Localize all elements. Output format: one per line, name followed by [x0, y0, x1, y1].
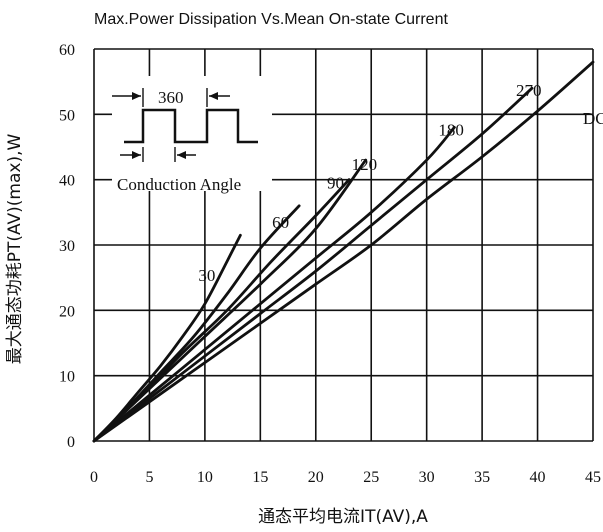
curve-labels: 30 60 90 120 180 270 DC: [198, 81, 603, 285]
series-label-90: 90: [327, 174, 344, 193]
inset-background: [112, 76, 272, 191]
y-tick-label: 0: [67, 434, 75, 451]
x-axis-ticks: 0 5 10 15 20 25 30 35 40 45: [90, 469, 601, 486]
y-tick-label: 20: [59, 303, 75, 320]
y-tick-label: 30: [59, 238, 75, 255]
waveform-icon: [124, 108, 258, 144]
series-line-180: [92, 126, 456, 443]
x-tick-label: 35: [474, 469, 490, 486]
x-tick-label: 40: [530, 469, 546, 486]
x-tick-label: 0: [90, 469, 98, 486]
series-label-dc: DC: [583, 109, 603, 128]
series-line-270: [92, 86, 534, 443]
arrowhead-icon: [132, 92, 141, 100]
series-label-60: 60: [272, 213, 289, 232]
curves: [92, 60, 595, 443]
conduction-angle-inset: 360 Conduction Angle: [112, 76, 272, 194]
series-label-30: 30: [198, 266, 215, 285]
y-axis-ticks: 0 10 20 30 40 50 60: [59, 42, 75, 451]
x-tick-label: 30: [419, 469, 435, 486]
y-axis-label: 最大通态功耗PT(AV)(max),W: [5, 134, 25, 365]
series-line-dc: [92, 60, 595, 443]
x-axis-label: 通态平均电流IT(AV),A: [258, 507, 428, 527]
series-label-180: 180: [438, 120, 464, 139]
arrowhead-icon: [177, 151, 186, 159]
period-label: 360: [158, 88, 184, 107]
series-line-120: [92, 158, 368, 443]
x-tick-label: 45: [585, 469, 601, 486]
x-tick-label: 15: [252, 469, 268, 486]
y-tick-label: 40: [59, 173, 75, 190]
series-label-120: 120: [352, 155, 378, 174]
series-label-270: 270: [516, 81, 542, 100]
series-line-60: [92, 204, 301, 443]
conduction-angle-label: Conduction Angle: [117, 175, 241, 194]
x-tick-label: 10: [197, 469, 213, 486]
x-tick-label: 5: [145, 469, 153, 486]
x-tick-label: 25: [363, 469, 379, 486]
arrowhead-icon: [132, 151, 141, 159]
chart-title: Max.Power Dissipation Vs.Mean On-state C…: [94, 11, 448, 28]
x-tick-label: 20: [308, 469, 324, 486]
arrowhead-icon: [209, 92, 218, 100]
y-tick-label: 10: [59, 369, 75, 386]
y-tick-label: 60: [59, 42, 75, 59]
y-tick-label: 50: [59, 107, 75, 124]
